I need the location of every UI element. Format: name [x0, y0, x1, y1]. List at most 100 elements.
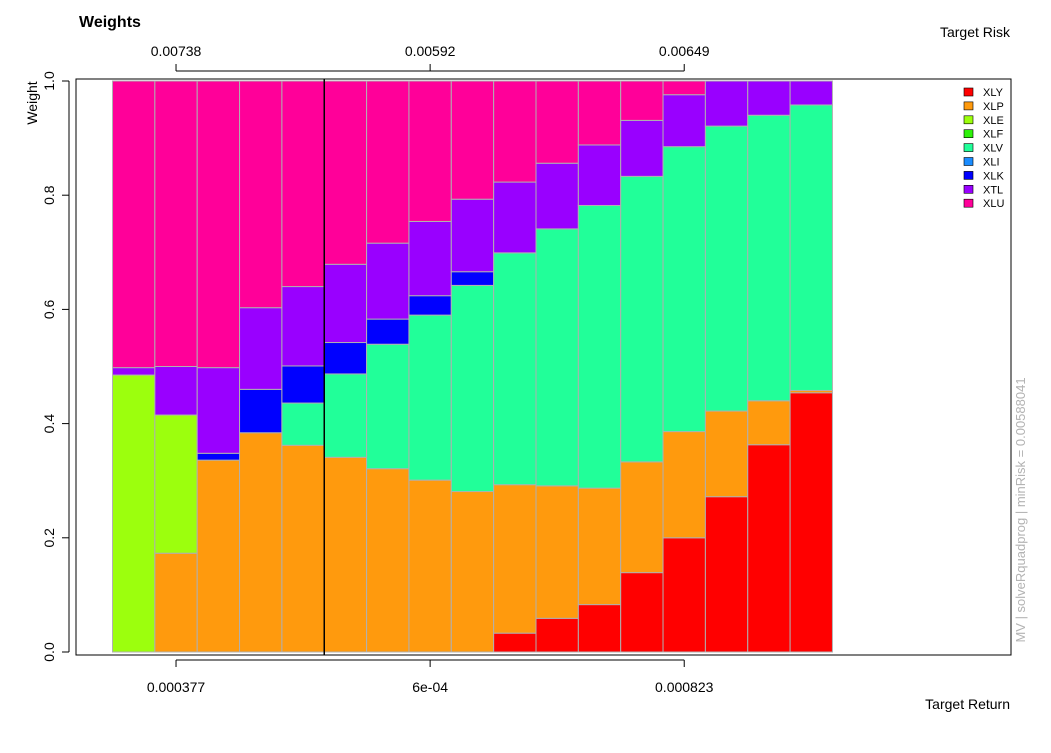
bar-segment-xlv-9 [450, 284, 495, 493]
bar-segment-xlv-14 [662, 146, 706, 433]
bar-segment-xlv-5 [281, 402, 325, 446]
bar-segment-xly-16 [747, 444, 791, 653]
bar-segment-xly-11 [535, 617, 579, 653]
bar-segment-xtl-8 [408, 220, 452, 297]
bar-segment-xly-10 [493, 632, 537, 653]
legend-label-xly: XLY [983, 87, 1004, 99]
top-tick-label: 0.00592 [405, 43, 456, 59]
bar-segment-xlu-14 [662, 80, 706, 96]
side-note: MV | solveRquadprog | minRisk = 0.005880… [1013, 377, 1028, 642]
bar-segment-xly-14 [662, 537, 706, 653]
legend-label-xtl: XTL [983, 184, 1003, 196]
bar-segment-xly-15 [704, 496, 749, 653]
bar-segment-xlk-5 [281, 365, 325, 404]
y-tick-label: 0.4 [41, 414, 57, 434]
bottom-tick-label: 6e-04 [412, 679, 448, 695]
bar-segment-xtl-9 [450, 198, 495, 273]
bar-segment-xtl-7 [366, 242, 410, 320]
bar-segment-xtl-16 [747, 80, 791, 116]
bar-segment-xlp-10 [493, 484, 537, 634]
legend-label-xlp: XLP [983, 101, 1004, 113]
legend-swatch-xlu [963, 198, 974, 208]
bar-segment-xlp-11 [535, 485, 579, 619]
bar-segment-xlp-13 [620, 461, 664, 574]
bar-segment-xtl-4 [239, 307, 283, 390]
bar-segment-xlk-6 [323, 342, 368, 375]
bar-segment-xlp-15 [704, 410, 749, 498]
bar-segment-xlk-3 [196, 452, 241, 461]
legend-swatch-xlp [963, 101, 974, 111]
legend-swatch-xli [963, 157, 974, 166]
bar-segment-xly-17 [789, 392, 833, 653]
bar-segment-xlp-14 [662, 431, 706, 539]
bar-segment-xtl-6 [323, 263, 368, 344]
legend-swatch-xlv [963, 143, 974, 152]
top-axis-label: Target Risk [940, 24, 1011, 40]
legend-swatch-xtl [963, 185, 974, 194]
bottom-tick-label: 0.000377 [147, 679, 206, 695]
plot-frame [75, 78, 1012, 656]
bar-segment-xlp-9 [450, 491, 495, 653]
legend-swatch-xlf [963, 129, 974, 138]
bar-segment-xlu-13 [620, 80, 664, 121]
bar-segment-xlv-10 [493, 252, 537, 486]
top-tick-label: 0.00738 [151, 43, 202, 59]
bar-segment-xlu-1 [112, 80, 156, 369]
bar-segment-xtl-2 [154, 366, 198, 416]
bar-segment-xlu-12 [577, 80, 622, 146]
bar-segment-xlp-3 [196, 459, 241, 653]
bar-segment-xtl-5 [281, 286, 325, 367]
bar-segment-xtl-10 [493, 181, 537, 254]
bar-segment-xlp-7 [366, 468, 410, 653]
bar-segment-xlv-12 [577, 204, 622, 489]
bar-segment-xlu-10 [493, 80, 537, 183]
bar-segment-xlv-16 [747, 114, 791, 402]
bar-segment-xlp-6 [323, 456, 368, 653]
bar-segment-xlu-8 [408, 80, 452, 222]
bar-segment-xlk-8 [408, 295, 452, 316]
bar-segment-xle-1 [112, 374, 156, 653]
bars-group [112, 80, 833, 653]
bar-segment-xlu-5 [281, 80, 325, 288]
bar-segment-xle-2 [154, 414, 198, 554]
bar-segment-xlv-7 [366, 343, 410, 470]
chart-title: Weights [79, 14, 141, 31]
top-axis: 0.00738 0.00592 0.00649 [151, 43, 710, 72]
legend-label-xlk: XLK [983, 170, 1004, 182]
legend-label-xlv: XLV [983, 143, 1004, 155]
bar-segment-xlu-7 [366, 80, 410, 244]
bar-segment-xtl-1 [112, 367, 156, 376]
bar-segment-xtl-12 [577, 144, 622, 206]
bar-segment-xtl-17 [789, 80, 833, 106]
y-tick-label: 0.2 [41, 528, 57, 548]
legend-label-xlu: XLU [983, 198, 1004, 210]
y-axis: 0.0 0.2 0.4 0.6 0.8 1.0 [41, 71, 70, 662]
bar-segment-xlv-8 [408, 314, 452, 481]
legend-label-xlf: XLF [983, 129, 1003, 141]
y-tick-label: 0.6 [41, 299, 57, 319]
bar-segment-xtl-15 [704, 80, 749, 127]
bar-segment-xlv-15 [704, 125, 749, 412]
bar-segment-xlu-11 [535, 80, 579, 164]
bar-segment-xtl-13 [620, 119, 664, 177]
legend-label-xle: XLE [983, 115, 1004, 127]
bar-segment-xlp-8 [408, 479, 452, 653]
bar-segment-xlv-17 [789, 104, 833, 391]
legend-swatch-xlk [963, 171, 974, 180]
bar-segment-xlp-12 [577, 487, 622, 606]
bar-segment-xtl-3 [196, 367, 241, 454]
bar-segment-xlu-2 [154, 80, 198, 367]
bar-segment-xlv-11 [535, 228, 579, 487]
bar-segment-xlu-4 [239, 80, 283, 309]
bar-segment-xlp-16 [747, 400, 791, 446]
bar-segment-xlv-6 [323, 373, 368, 458]
bar-segment-xlp-5 [281, 444, 325, 653]
bar-segment-xly-12 [577, 604, 622, 653]
y-axis-label: Weight [24, 81, 40, 124]
bar-segment-xtl-11 [535, 162, 579, 230]
bottom-tick-label: 0.000823 [655, 679, 714, 695]
bar-segment-xlk-4 [239, 388, 283, 434]
bar-segment-xlu-3 [196, 80, 241, 369]
